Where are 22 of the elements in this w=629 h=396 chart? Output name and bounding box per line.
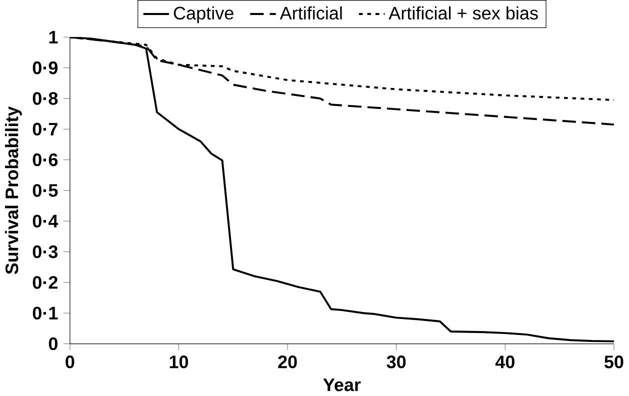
x-tick-label: 50 [604,355,624,368]
y-tick-label: 1 [49,30,58,44]
x-tick-label: 40 [495,355,514,368]
x-tick-label: 30 [386,355,406,368]
y-tick-label: 0 [48,337,58,350]
y-axis-title: Survival Probability [5,106,22,274]
y-tick-label: 0·4 [32,214,58,228]
legend-label: Artificial [280,6,342,20]
y-tick-label: 0·3 [32,245,58,258]
x-tick-label: 20 [278,355,297,368]
legend-label: Artificial + sex bias [388,6,538,20]
x-tick-label: 10 [170,355,188,368]
y-tick-label: 0·5 [32,184,58,197]
legend-label: Captive [174,6,234,24]
y-tick-label: 0·7 [32,122,58,136]
y-tick-label: 0·2 [32,276,58,289]
y-tick-label: 0·6 [32,153,58,166]
y-tick-label: 0·8 [32,92,58,105]
x-tick-label: 0 [66,355,74,368]
y-tick-label: 0·1 [32,306,58,320]
y-tick-label: 0·9 [32,61,58,74]
x-axis-title: Year [323,378,361,392]
